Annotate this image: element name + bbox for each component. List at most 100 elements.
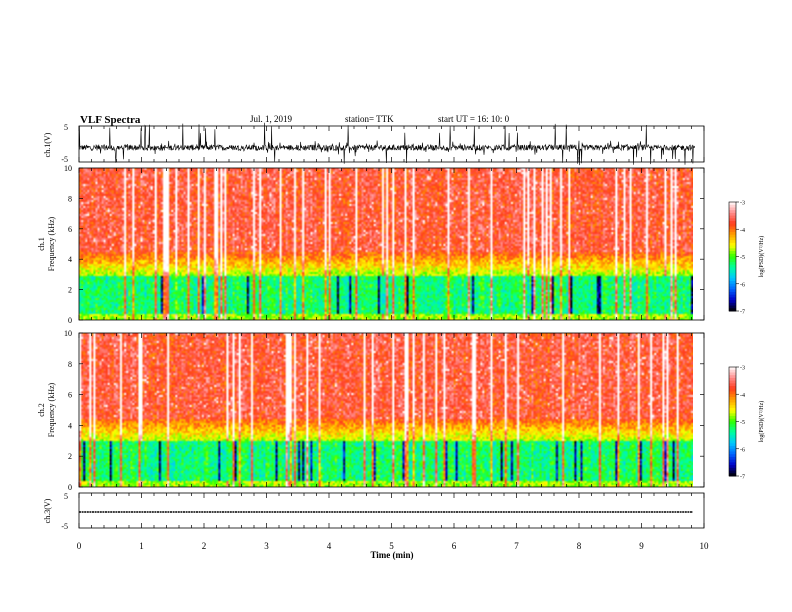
ch1-waveform-line [78, 122, 695, 166]
freq-tick-label: 2 [68, 286, 72, 295]
ch3-ytick-neg5: -5 [61, 522, 68, 531]
ch2-spectrogram-image [79, 333, 693, 487]
colorbar-segment [729, 253, 736, 257]
colorbar-segment [729, 399, 736, 403]
colorbar-segment [729, 291, 736, 296]
time-tick-label: 4 [327, 541, 332, 551]
time-tick-label: 9 [639, 541, 644, 551]
colorbar-segment [729, 402, 736, 406]
ch2-channel-label: ch.2 [37, 403, 46, 417]
colorbar-tick-label: -7 [740, 475, 745, 481]
time-tick-label: 1 [139, 541, 144, 551]
colorbar-segment [729, 405, 736, 409]
colorbar-segment [729, 264, 736, 268]
freq-tick-label: 4 [68, 255, 72, 264]
colorbar-segment [729, 289, 736, 293]
colorbar-segment [729, 305, 736, 309]
start-time-label: start UT = 16: 10: 0 [438, 114, 510, 124]
colorbar-tick-label: -5 [740, 420, 745, 426]
time-tick-label: 7 [514, 541, 519, 551]
colorbar-segment [729, 462, 736, 466]
ch2-spectrogram-panel: 0 2 4 6 8 10 ch.2 Frequency (kHz) -3 -4 -5 -6 -7 l… [37, 329, 765, 492]
colorbar-segment [729, 470, 736, 474]
colorbar-segment [729, 281, 736, 285]
colorbar-segment [729, 418, 736, 422]
colorbar-segment [729, 440, 736, 444]
colorbar-segment [729, 454, 736, 458]
colorbar-segment [729, 229, 736, 233]
time-axis-label: Time (min) [370, 550, 413, 560]
ch3-waveform-ticks [78, 493, 705, 528]
colorbar-segment [729, 375, 736, 379]
freq-tick-label: 8 [68, 360, 72, 369]
ch1-freq-tick-labels: 0 2 4 6 8 10 [64, 164, 704, 325]
date-label: Jul. 1, 2019 [250, 114, 293, 124]
time-tick-label: 8 [577, 541, 582, 551]
colorbar-segment [729, 372, 736, 376]
ch1-waveform-ylabel: ch.1(V) [43, 132, 52, 157]
colorbar-segment [729, 465, 736, 469]
station-label: station= TTK [345, 114, 394, 124]
freq-tick-label: 6 [68, 225, 72, 234]
colorbar-segment [729, 300, 736, 304]
colorbar-segment [729, 231, 736, 236]
freq-tick-label: 10 [64, 329, 72, 338]
ch1-channel-label: ch.1 [37, 237, 46, 251]
colorbar-segment [729, 426, 736, 431]
colorbar-segment [729, 297, 736, 301]
colorbar-tick-label: -6 [740, 282, 745, 288]
colorbar-segment [729, 383, 736, 387]
colorbar-tick-label: -7 [740, 310, 745, 316]
time-tick-label: 0 [77, 541, 82, 551]
colorbar-segment [729, 223, 736, 228]
colorbar-segment [729, 396, 736, 401]
colorbar-segment [729, 413, 736, 417]
colorbar-segment [729, 391, 736, 395]
ch2-spectrogram-ticks [78, 333, 705, 487]
time-tick-label: 6 [452, 541, 457, 551]
colorbar-segment [729, 286, 736, 290]
colorbar-tick-label: -6 [740, 447, 745, 453]
colorbar-segment [729, 248, 736, 252]
colorbar-segment [729, 388, 736, 393]
colorbar-segment [729, 377, 736, 382]
ch2-frequency-label: Frequency (kHz) [47, 382, 56, 437]
colorbar-segment [729, 212, 736, 217]
colorbar-segment [729, 437, 736, 442]
ch1-ytick-neg5: -5 [61, 155, 68, 164]
time-tick-label: 3 [264, 541, 269, 551]
time-tick-label: 5 [389, 541, 394, 551]
colorbar-segment [729, 204, 736, 208]
ch3-waveform-ylabel: ch.3(V) [43, 498, 52, 523]
colorbar-tick-label: -3 [740, 366, 745, 372]
colorbar-segment [729, 302, 736, 307]
ch2-colorbar: -3 -4 -5 -6 -7 log(PSD)(V²/Hz) [728, 366, 765, 481]
figure-title: VLF Spectra [80, 114, 141, 126]
colorbar-tick-label: -4 [740, 228, 745, 234]
colorbar-segment [729, 367, 736, 371]
colorbar-segment [729, 237, 736, 241]
colorbar-segment [729, 210, 736, 214]
colorbar-segment [729, 267, 736, 271]
colorbar-segment [729, 215, 736, 219]
colorbar-tick-label: -4 [740, 393, 745, 399]
colorbar-segment [729, 435, 736, 439]
freq-tick-label: 2 [68, 452, 72, 461]
colorbar-segment [729, 448, 736, 452]
freq-tick-label: 0 [68, 483, 72, 492]
ch3-waveform-frame [78, 492, 705, 529]
colorbar-segment [729, 432, 736, 436]
colorbar-segment [729, 451, 736, 455]
freq-tick-label: 8 [68, 194, 72, 203]
colorbar-segment [729, 234, 736, 238]
figure-header: VLF Spectra Jul. 1, 2019 station= TTK st… [80, 114, 510, 126]
ch2-freq-tick-labels: 0 2 4 6 8 10 [64, 329, 704, 492]
colorbar-segment [729, 421, 736, 425]
colorbar-segment [729, 278, 736, 282]
colorbar-segment [729, 473, 736, 477]
colorbar-segment [729, 256, 736, 260]
ch1-spectrogram-image [79, 168, 693, 320]
ch1-ytick-5: 5 [64, 123, 68, 132]
ch1-colorbar: -3 -4 -5 -6 -7 log(PSD)(V²/Hz) [728, 201, 765, 316]
